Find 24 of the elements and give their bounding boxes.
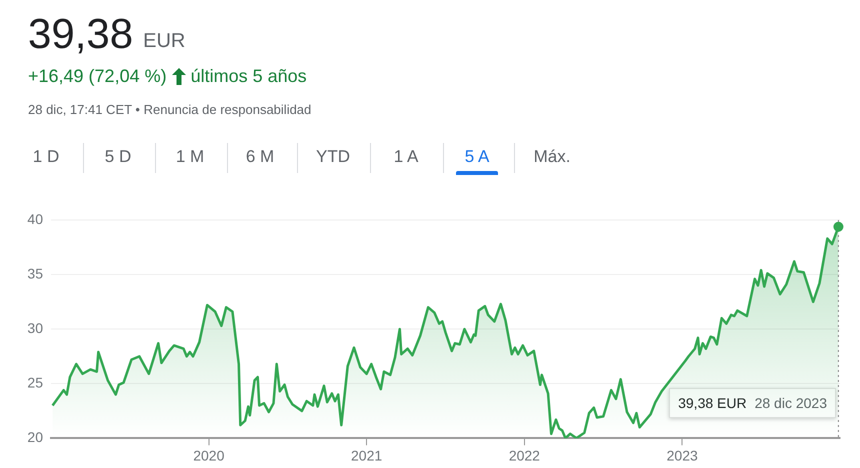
- text: últimos 5 años: [190, 66, 307, 87]
- y-tick-label: 20: [27, 429, 44, 446]
- text: YTD: [315, 147, 351, 167]
- text: 5 A: [464, 147, 490, 167]
- y-tick-label: 35: [27, 265, 44, 282]
- y-tick-label: 25: [27, 374, 44, 391]
- chart-title: 39,38: [28, 10, 134, 58]
- annotation: 39,38 EUR: [678, 395, 747, 412]
- text: 1 D: [32, 147, 60, 167]
- x-tick-label: 2022: [508, 447, 540, 464]
- text: 6 M: [244, 147, 276, 167]
- text: Máx.: [532, 147, 572, 167]
- text: 28 dic, 17:41 CET • Renuncia de responsabilidad: [28, 102, 312, 117]
- chart-subtitle: +16,49 (72,04 %): [28, 66, 167, 87]
- text: 1 A: [392, 147, 420, 167]
- y-tick-label: 30: [27, 320, 44, 336]
- text: 1 M: [174, 147, 206, 167]
- annotation: 28 dic 2023: [754, 395, 827, 412]
- text: 5 D: [104, 147, 132, 167]
- text: EUR: [143, 30, 186, 53]
- y-tick-label: 40: [27, 210, 44, 227]
- x-tick-label: 2023: [666, 447, 698, 464]
- x-tick-label: 2021: [351, 447, 382, 464]
- x-tick-label: 2020: [193, 447, 225, 464]
